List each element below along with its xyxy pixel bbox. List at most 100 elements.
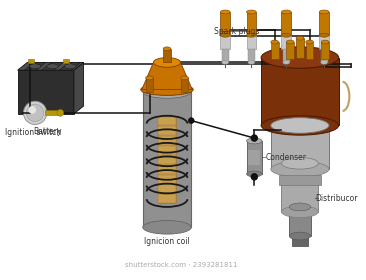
Ellipse shape [143,85,191,98]
Ellipse shape [261,47,339,68]
Polygon shape [261,58,339,125]
Bar [271,125,329,169]
Ellipse shape [29,64,41,69]
Bar [18,70,74,114]
Ellipse shape [281,33,291,37]
Text: Spark plugs: Spark plugs [214,27,259,36]
Circle shape [26,104,44,122]
Polygon shape [74,62,83,114]
Bar [158,126,176,135]
Bar [220,35,230,49]
Bar [158,175,176,184]
Polygon shape [142,62,192,90]
Ellipse shape [163,47,171,51]
Ellipse shape [271,161,329,177]
Polygon shape [18,62,83,70]
Bar [248,49,255,62]
Circle shape [251,174,258,180]
Bar [249,150,260,165]
Polygon shape [25,62,46,70]
Ellipse shape [289,232,311,240]
Bar [247,12,256,35]
Ellipse shape [281,10,291,14]
Ellipse shape [222,60,229,64]
Bar [158,194,176,203]
Ellipse shape [271,118,329,133]
Bar [163,49,171,62]
Circle shape [188,118,194,123]
Text: Ignicion coil: Ignicion coil [144,237,190,246]
Ellipse shape [247,33,256,37]
Bar [281,35,291,49]
Ellipse shape [289,203,311,211]
Ellipse shape [271,40,279,44]
Bar [158,116,176,203]
Circle shape [57,109,64,116]
Ellipse shape [281,206,318,218]
Bar [319,35,329,49]
Ellipse shape [153,58,180,67]
Text: Condenser: Condenser [266,153,307,162]
Bar [158,136,176,145]
Bar [247,35,256,49]
Bar [296,38,304,58]
Ellipse shape [248,60,255,64]
Ellipse shape [247,138,262,144]
Bar [158,155,176,164]
Ellipse shape [220,33,230,37]
Bar [158,185,176,193]
Bar [222,49,229,62]
Bar [146,78,153,92]
Ellipse shape [47,64,58,69]
Bar [319,12,329,35]
Ellipse shape [180,76,188,80]
Bar [279,175,321,185]
Ellipse shape [143,221,191,234]
Ellipse shape [296,36,304,40]
Ellipse shape [247,171,262,177]
Bar [281,163,318,212]
Bar [283,49,290,62]
Ellipse shape [146,76,153,80]
Polygon shape [42,62,63,70]
Ellipse shape [286,40,294,44]
Circle shape [251,135,258,141]
Bar [289,207,311,236]
Bar [143,92,191,227]
Circle shape [23,101,47,125]
Bar [292,234,308,246]
Ellipse shape [321,40,329,44]
Ellipse shape [283,60,290,64]
Bar [220,12,230,35]
Ellipse shape [220,10,230,14]
Bar [180,78,188,92]
Bar [321,49,328,62]
Bar [271,42,279,59]
Ellipse shape [281,157,318,169]
Ellipse shape [319,10,329,14]
Ellipse shape [64,64,76,69]
Ellipse shape [247,10,256,14]
Bar [321,42,329,59]
Text: Ignition switch: Ignition switch [5,128,61,137]
Bar [286,42,294,59]
Ellipse shape [319,33,329,37]
Bar [63,59,69,63]
Bar [306,42,313,59]
Ellipse shape [306,40,313,44]
Text: Distribucor: Distribucor [315,194,358,203]
Bar [247,141,262,174]
Text: Battery: Battery [33,127,62,136]
Polygon shape [59,62,81,70]
Ellipse shape [141,84,193,95]
Bar [28,59,34,63]
Bar [45,110,60,115]
Ellipse shape [321,60,328,64]
Ellipse shape [261,116,339,135]
Bar [158,165,176,174]
Bar [281,12,291,35]
Text: shutterstock.com · 2393281811: shutterstock.com · 2393281811 [125,262,238,268]
Circle shape [28,106,36,114]
Bar [158,116,176,125]
Bar [158,146,176,155]
